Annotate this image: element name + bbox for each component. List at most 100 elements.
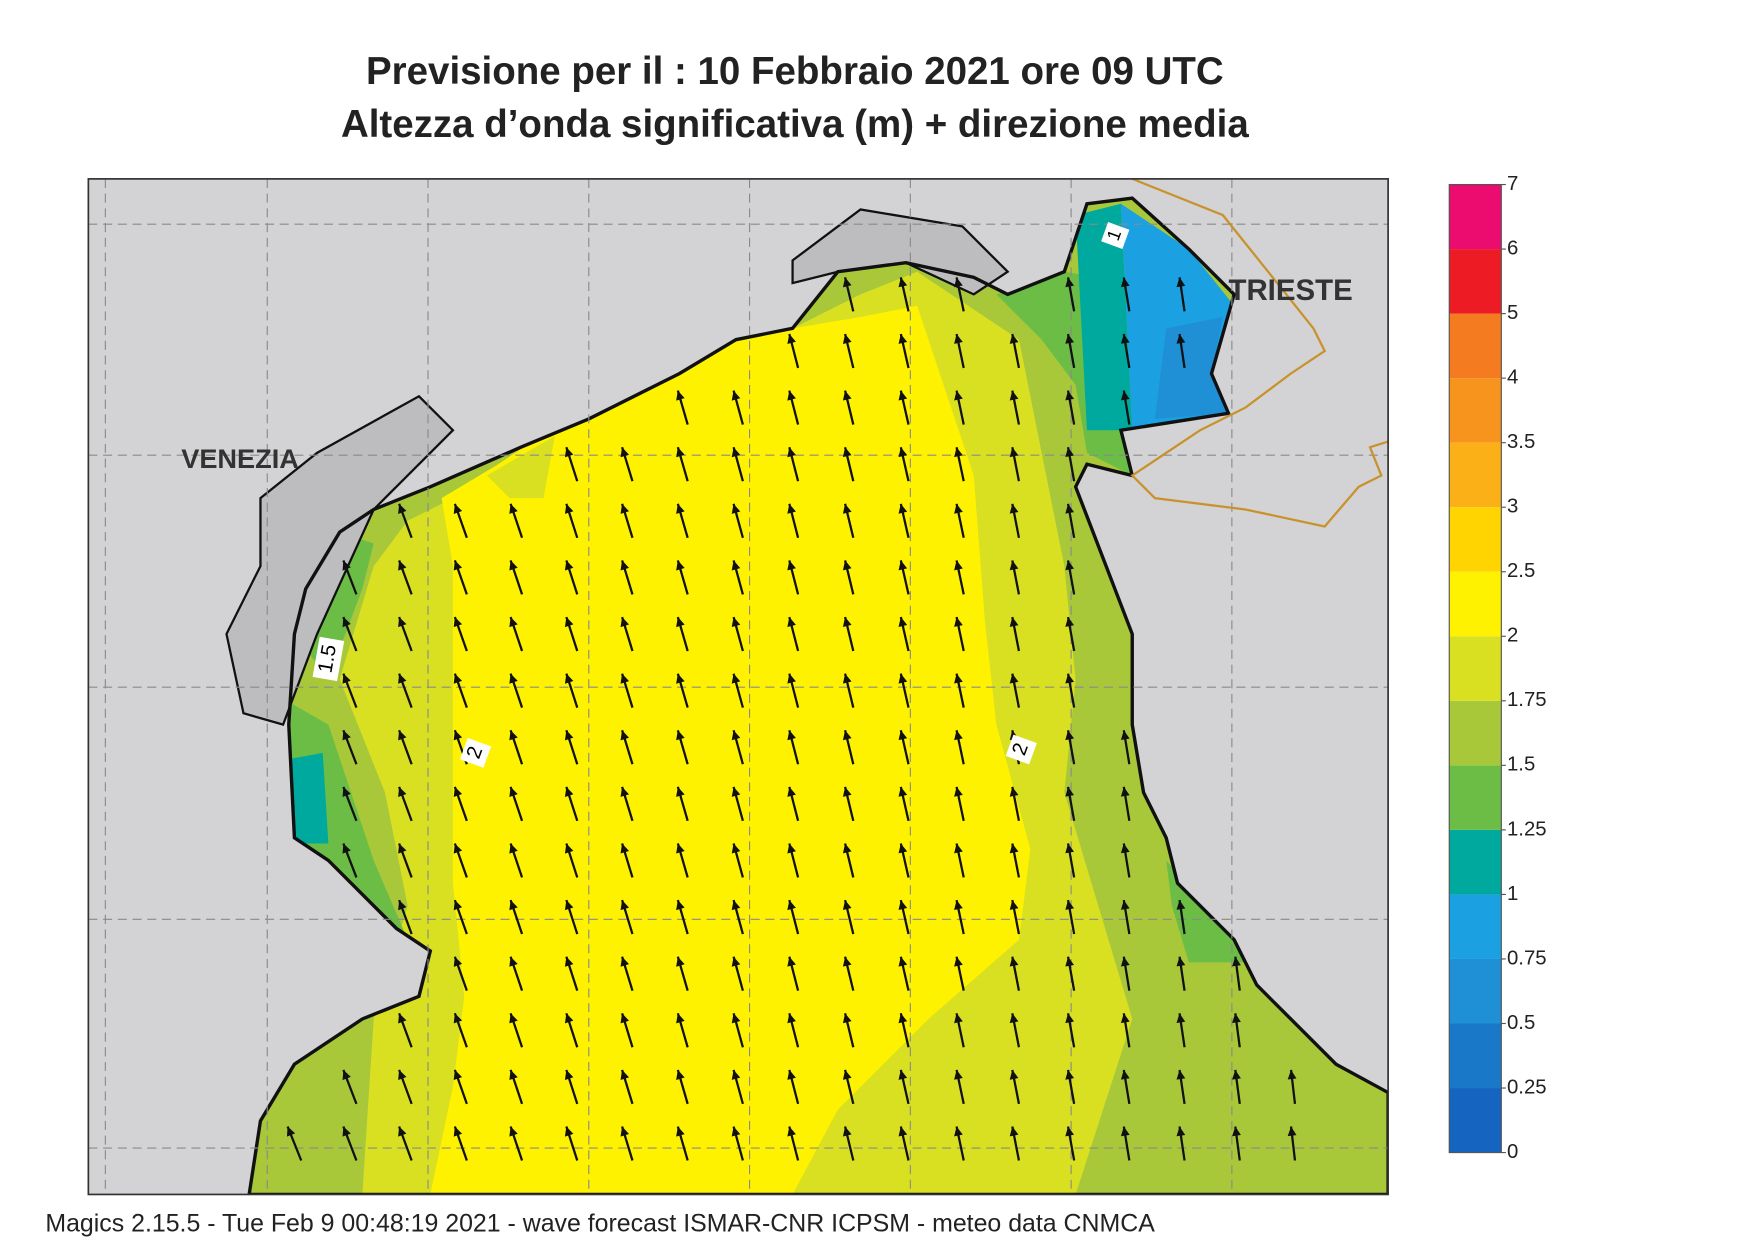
arrow-head [842,1069,852,1080]
arrow-head [342,560,351,571]
arrow-head [954,730,963,741]
arrow-head [842,730,852,741]
arrow-head [898,1126,908,1137]
color-swatch [1449,765,1502,830]
arrow-head [1176,900,1186,910]
arrow-head [898,673,908,684]
arrow-head [787,1069,796,1080]
arrow-head [342,673,351,684]
arrow-head [620,617,630,628]
color-swatch [1449,636,1502,701]
arrow-head [954,277,963,288]
place-label: TRIESTE [1228,274,1352,307]
arrow-head [954,1013,963,1024]
arrow-head [1232,956,1241,967]
arrow-head [731,1013,741,1024]
legend-tick-label: 1 [1507,883,1518,905]
arrow-head [731,673,741,684]
arrow-head [1009,617,1019,627]
arrow-head [842,956,852,967]
arrow-head [954,503,963,514]
arrow-head [731,786,741,797]
color-swatch [1449,184,1502,250]
arrow-head [954,900,963,910]
arrow-head [564,956,574,967]
arrow-head [731,560,741,571]
arrow-head [787,786,796,797]
legend-tick-label: 2 [1507,625,1518,647]
arrow-head [842,277,852,288]
arrow-head [1287,1126,1297,1137]
arrow-head [620,503,630,514]
arrow-head [676,1126,685,1137]
arrow-head [954,786,963,797]
arrow-head [787,333,796,344]
arrow-head [509,1126,518,1137]
arrow-head [842,560,852,571]
arrow-head [676,503,685,514]
arrow-head [620,843,630,854]
color-swatch [1449,958,1502,1024]
arrow-head [842,503,852,514]
arrow-head [1065,333,1075,344]
arrow-head [676,673,685,684]
legend-tick-label: 1.25 [1507,818,1547,840]
title-line: Previsione per il : 10 Febbraio 2021 ore… [366,50,1224,93]
map-area: VENEZIA TRIESTE 1.5 2 2 1 [88,178,1389,1195]
arrow-head [564,560,574,571]
legend-tick-label: 2.5 [1507,560,1535,582]
arrow-head [398,1069,407,1081]
arrow-head [1065,277,1075,288]
arrow-head [564,1013,574,1024]
arrow-head [1120,1069,1130,1080]
legend-tick-label: 1.75 [1507,689,1547,711]
arrow-head [620,447,630,458]
arrow-head [898,730,908,741]
arrow-head [787,843,796,854]
legend-tick-label: 3 [1507,496,1518,518]
arrow-head [398,503,407,514]
arrow-head [398,560,407,571]
arrow-head [954,447,963,458]
arrow-head [1065,900,1075,910]
arrow-head [1009,786,1019,797]
arrow-head [453,786,463,797]
arrow-head [1232,1069,1241,1080]
color-swatch [1449,829,1502,895]
arrow-head [787,447,796,458]
arrow-head [453,560,463,571]
arrow-head [1065,1013,1075,1024]
arrow-head [898,560,908,571]
legend-tick-label: 0.25 [1507,1076,1547,1098]
arrow-head [342,786,351,798]
arrow-head [620,1013,630,1024]
arrow-head [842,900,852,911]
arrow-head [620,1126,630,1137]
arrow-head [1120,843,1130,854]
arrow-head [1176,333,1186,344]
arrow-head [564,1069,574,1080]
arrow-head [509,503,518,514]
legend-tick-label: 7 [1507,173,1518,195]
color-swatch [1449,249,1502,314]
arrow-head [676,1013,685,1024]
arrow-head [453,503,463,514]
arrow-head [1009,956,1019,967]
arrow-head [620,956,630,967]
arrow-head [286,1126,296,1137]
arrow-head [787,503,796,514]
arrow-head [954,956,963,967]
arrow-head [1009,1013,1019,1024]
arrow-head [898,447,908,458]
arrow-head [1176,1126,1186,1137]
arrow-head [1065,1126,1075,1137]
arrow-head [787,1126,796,1137]
arrow-head [954,1069,963,1080]
color-swatch [1449,442,1502,508]
arrow-head [620,560,630,571]
legend-tick-label: 4 [1507,367,1518,389]
arrow-head [731,843,741,854]
arrow-head [842,333,852,344]
arrow-head [1065,786,1075,797]
arrow-head [1009,503,1019,514]
